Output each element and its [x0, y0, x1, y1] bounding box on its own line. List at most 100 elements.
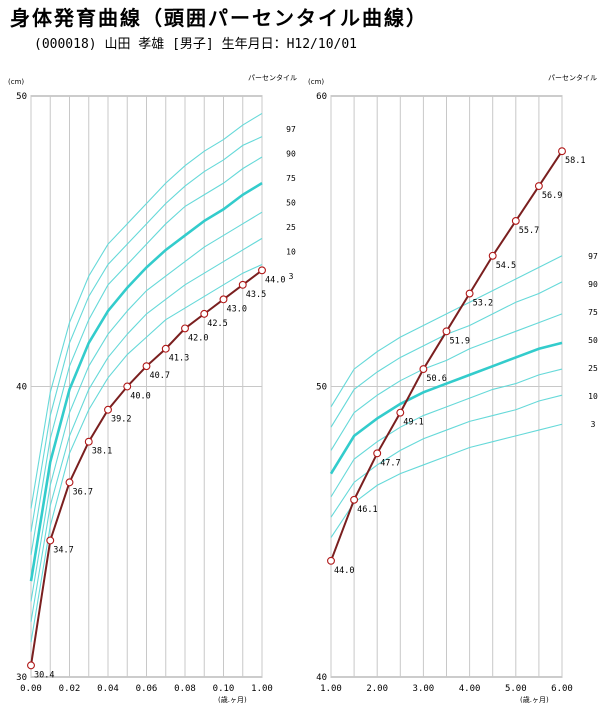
- measurement-point: [142, 362, 151, 371]
- measurement-label: 39.2: [111, 415, 131, 425]
- measurement-point: [558, 147, 566, 156]
- measurement-point: [181, 324, 189, 333]
- measurement-point: [65, 478, 74, 487]
- measurement-label: 49.1: [403, 418, 423, 428]
- y-tick-label: 30: [16, 673, 27, 683]
- percentile-label-97: 97: [286, 125, 296, 134]
- measurement-label: 46.1: [357, 505, 377, 515]
- measurement-label: 30.4: [34, 670, 54, 680]
- percentile-curve-10: [30, 237, 263, 622]
- percentile-curve-3: [330, 423, 563, 538]
- percentile-title: パーセンタイル: [548, 73, 597, 82]
- measurement-label: 43.5: [246, 290, 266, 300]
- percentile-label-90: 90: [588, 280, 598, 289]
- x-axis-label: (歳.ヶ月): [218, 695, 247, 704]
- measurement-label: 50.6: [426, 374, 446, 384]
- measurement-label: 51.9: [450, 336, 470, 346]
- x-tick-label: 1.00: [320, 684, 342, 694]
- x-tick-label: 5.00: [505, 684, 527, 694]
- x-tick-label: 0.00: [20, 684, 42, 694]
- measurement-point: [200, 309, 209, 318]
- percentile-label-25: 25: [286, 223, 296, 232]
- measurement-point: [419, 365, 428, 374]
- x-tick-label: 4.00: [459, 684, 481, 694]
- percentile-label-3: 3: [289, 272, 294, 281]
- measurement-label: 43.0: [227, 304, 247, 314]
- percentile-curve-75: [330, 313, 563, 451]
- measurement-label: 44.0: [334, 566, 354, 576]
- measurement-point: [123, 382, 132, 391]
- measurement-point: [534, 182, 543, 191]
- x-axis-label: (歳.ヶ月): [520, 695, 549, 704]
- x-tick-label: 3.00: [413, 684, 435, 694]
- percentile-title: パーセンタイル: [248, 73, 297, 82]
- x-tick-label: 0.06: [136, 684, 158, 694]
- percentile-label-25: 25: [588, 364, 598, 373]
- measurement-point: [511, 216, 520, 225]
- y-tick-label: 50: [316, 383, 327, 393]
- measurement-point: [219, 295, 228, 304]
- x-tick-label: 0.08: [174, 684, 196, 694]
- percentile-curve-25: [330, 368, 563, 498]
- y-tick-label: 40: [316, 673, 327, 683]
- measurement-label: 42.5: [207, 319, 227, 329]
- percentile-curve-50: [29, 182, 263, 582]
- measurement-label: 34.7: [53, 545, 73, 555]
- percentile-label-97: 97: [588, 252, 598, 261]
- measurement-label: 53.2: [473, 299, 493, 309]
- percentile-curve-3: [30, 263, 263, 643]
- measurement-label: 54.5: [496, 261, 516, 271]
- measurement-point: [84, 437, 93, 446]
- measurement-point: [350, 495, 359, 504]
- measurement-label: 41.3: [169, 354, 189, 364]
- measurement-point: [27, 661, 35, 670]
- measurement-label: 56.9: [542, 191, 562, 201]
- measurement-point: [442, 327, 451, 336]
- percentile-label-10: 10: [588, 392, 598, 401]
- measurement-label: 58.1: [565, 156, 585, 166]
- percentile-curve-75: [30, 156, 263, 556]
- measurement-label: 55.7: [519, 226, 539, 236]
- measurement-point: [465, 289, 474, 298]
- measurement-point: [104, 405, 112, 414]
- percentile-label-50: 50: [588, 336, 598, 345]
- measurement-point: [396, 408, 405, 417]
- y-tick-label: 40: [16, 383, 27, 393]
- measurement-label: 36.7: [73, 487, 93, 497]
- measurement-label: 44.0: [265, 275, 285, 285]
- percentile-label-90: 90: [286, 150, 296, 159]
- x-tick-label: 0.02: [59, 684, 81, 694]
- y-unit-label: (cm): [308, 78, 324, 86]
- page-title: 身体発育曲線（頭囲パーセンタイル曲線）: [10, 6, 428, 30]
- measurement-label: 40.0: [130, 392, 150, 402]
- measurement-label: 38.1: [92, 447, 112, 457]
- percentile-label-75: 75: [286, 174, 296, 183]
- chart-2: 40 50 60 1.00 2.00 3.00 4.00 5.00 6.00 (cm) パーセンタイ…: [308, 73, 598, 704]
- x-tick-label: 2.00: [366, 684, 388, 694]
- measurement-point: [161, 344, 170, 353]
- y-tick-label: 60: [316, 92, 327, 102]
- x-tick-label: 1.00: [251, 684, 273, 694]
- percentile-curve-50: [329, 341, 563, 475]
- x-tick-label: 6.00: [551, 684, 573, 694]
- chart-1: 30 40 50 0.00 0.02 0.04 0.06 0.08 0.10 1.00 (cm) パー…: [8, 73, 297, 704]
- percentile-label-3: 3: [591, 420, 596, 429]
- measurement-point: [258, 266, 266, 275]
- measurement-label: 47.7: [380, 458, 400, 468]
- percentile-curve-25: [30, 211, 263, 602]
- measurement-point: [327, 556, 335, 565]
- percentile-label-75: 75: [588, 308, 598, 317]
- measurement-point: [46, 536, 55, 545]
- y-unit-label: (cm): [8, 78, 24, 86]
- percentile-label-10: 10: [286, 248, 296, 257]
- percentile-curve-97: [330, 255, 563, 408]
- percentile-label-50: 50: [286, 199, 296, 208]
- percentile-curve-97: [30, 112, 263, 509]
- percentile-curve-90: [30, 136, 263, 532]
- x-tick-label: 0.10: [213, 684, 235, 694]
- patient-info: (000018) 山田 孝雄 [男子] 生年月日：H12/10/01: [34, 37, 358, 52]
- measurement-point: [373, 449, 382, 458]
- x-tick-label: 0.04: [97, 684, 119, 694]
- measurement-point: [238, 280, 247, 289]
